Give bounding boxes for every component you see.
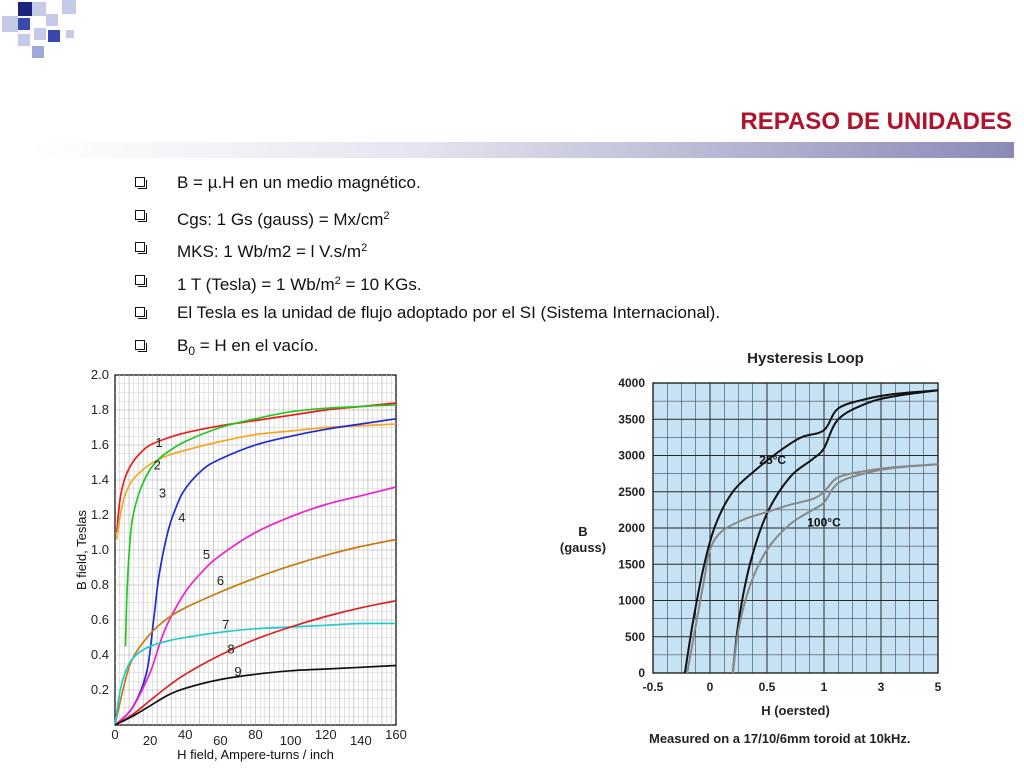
- x-tick-label: 80: [248, 727, 262, 742]
- curve-4-line: [114, 417, 397, 726]
- y-tick-label: 500: [625, 630, 645, 644]
- curve-7-line: [114, 622, 397, 726]
- y-tick-label: 3500: [618, 412, 645, 426]
- x-tick-label: 20: [143, 733, 157, 748]
- y-tick-label: 0.2: [91, 682, 109, 697]
- curve-number-label: 7: [222, 617, 229, 632]
- y-tick-label: 2.0: [91, 367, 109, 382]
- curve-number-label: 4: [178, 510, 185, 525]
- title-underline-bar: [30, 142, 1014, 158]
- y-tick-label: 1.8: [91, 402, 109, 417]
- checkbox-bullet-icon: [135, 209, 147, 222]
- x-tick-label: 1: [821, 680, 828, 694]
- curve-number-label: 5: [203, 547, 210, 562]
- y-axis-label: B field, Teslas: [74, 510, 89, 590]
- curve-2-line: [115, 423, 397, 540]
- bullet-text: B = µ.H en un medio magnético.: [177, 173, 421, 192]
- curve-number-label: 6: [217, 573, 224, 588]
- slide-title: REPASO DE UNIDADES: [740, 108, 1012, 135]
- x-tick-label: 3: [878, 680, 885, 694]
- bullet-text: Cgs: 1 Gs (gauss) = Mx/cm: [177, 209, 384, 229]
- y-tick-label: 1.2: [91, 507, 109, 522]
- y-tick-label: 1.6: [91, 437, 109, 452]
- checkbox-bullet-icon: [135, 177, 147, 189]
- y-tick-label: 0.6: [91, 612, 109, 627]
- x-tick-label: 120: [315, 727, 337, 742]
- curve-5-line: [114, 486, 397, 726]
- subscript: 0: [188, 343, 196, 358]
- temperature-label: 25°C: [759, 453, 786, 467]
- bullet-item: B0 = H en el vacío.: [135, 335, 720, 368]
- y-axis-label: B: [578, 524, 587, 539]
- bullet-item: El Tesla es la unidad de flujo adoptado …: [135, 302, 720, 335]
- bullet-item: B = µ.H en un medio magnético.: [135, 172, 720, 205]
- curve-number-label: 2: [154, 458, 161, 473]
- bullet-text: El Tesla es la unidad de flujo adoptado …: [177, 303, 721, 322]
- curve-8-line: [114, 599, 397, 726]
- y-tick-label: 0.4: [91, 647, 109, 662]
- chart-title: Hysteresis Loop: [747, 350, 864, 367]
- checkbox-bullet-icon: [135, 242, 147, 254]
- x-axis-label: H field, Ampere-turns / inch: [177, 747, 334, 762]
- y-tick-label: 2500: [618, 485, 645, 499]
- superscript: 2: [383, 209, 390, 222]
- bullet-text: 1 T (Tesla) = 1 Wb/m: [177, 274, 335, 294]
- x-tick-label: 5: [935, 680, 942, 694]
- y-tick-label: 0.8: [91, 577, 109, 592]
- checkbox-bullet-icon: [135, 339, 147, 352]
- y-tick-label: 1.4: [91, 472, 109, 487]
- curve-number-label: 9: [234, 664, 241, 679]
- x-tick-label: 60: [213, 733, 227, 748]
- y-tick-label: 1500: [618, 557, 645, 571]
- bullet-text-tail: = 10 KGs.: [340, 274, 422, 294]
- bullet-text: MKS: 1 Wb/m2 = l V.s/m: [177, 242, 362, 261]
- bullet-text: B: [177, 335, 189, 355]
- hysteresis-loop-chart: Hysteresis Loop 0 500 1000 1500 2000 2500 3000 3…: [560, 350, 942, 746]
- chart-footnote: Measured on a 17/10/6mm toroid at 10kHz.: [649, 731, 911, 746]
- x-tick-label: 0: [707, 680, 714, 694]
- hysteresis-25c-line: [731, 389, 939, 674]
- curve-3-line: [124, 403, 397, 647]
- bullet-item: Cgs: 1 Gs (gauss) = Mx/cm2: [135, 205, 720, 238]
- x-tick-label: 0: [111, 727, 118, 742]
- x-tick-label: 140: [350, 733, 372, 748]
- hysteresis-100c-line: [686, 463, 939, 674]
- bullet-item: MKS: 1 Wb/m2 = l V.s/m2: [135, 237, 720, 270]
- x-tick-label: 40: [178, 727, 192, 742]
- curve-number-label: 3: [159, 486, 166, 501]
- y-axis-label: (gauss): [560, 540, 606, 555]
- superscript: 2: [334, 274, 341, 287]
- curve-1-line: [115, 402, 397, 533]
- curve-9-line: [114, 664, 397, 726]
- y-tick-label: 4000: [618, 376, 645, 390]
- x-tick-label: 100: [280, 733, 302, 748]
- x-tick-label: 160: [385, 727, 407, 742]
- y-tick-label: 0: [638, 666, 645, 680]
- y-tick-label: 1000: [618, 594, 645, 608]
- x-axis-label: H (oersted): [761, 703, 830, 718]
- x-tick-label: -0.5: [643, 680, 664, 694]
- curve-number-label: 8: [227, 641, 234, 656]
- hysteresis-100c-line: [731, 463, 939, 674]
- magnetization-curves-chart: 0.2 0.4 0.6 0.8 1.0 1.2 1.4 1.6 1.8 2.0 0 20 40 60 80 1…: [74, 367, 407, 762]
- temperature-label: 100°C: [807, 516, 841, 530]
- hysteresis-25c-line: [683, 389, 939, 674]
- y-tick-label: 1.0: [91, 542, 109, 557]
- superscript: 2: [361, 242, 368, 254]
- bullet-list: B = µ.H en un medio magnético. Cgs: 1 Gs…: [135, 172, 720, 367]
- y-tick-label: 3000: [618, 449, 645, 463]
- checkbox-bullet-icon: [135, 274, 147, 287]
- bullet-item: 1 T (Tesla) = 1 Wb/m2 = 10 KGs.: [135, 270, 720, 303]
- checkbox-bullet-icon: [135, 307, 147, 319]
- curve-number-label: 1: [155, 435, 162, 450]
- x-tick-label: 0.5: [759, 680, 776, 694]
- y-tick-label: 2000: [618, 521, 645, 535]
- corner-decoration: [0, 0, 80, 60]
- bullet-text-tail: = H en el vacío.: [195, 335, 319, 355]
